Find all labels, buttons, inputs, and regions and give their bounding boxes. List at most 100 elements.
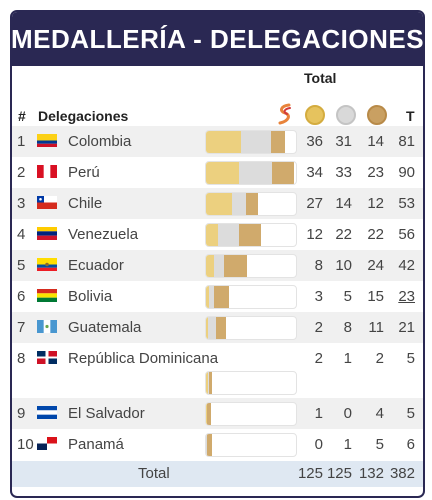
bronze-count: 14 bbox=[367, 133, 384, 150]
total-column-header: T bbox=[406, 108, 415, 124]
delegation-name[interactable]: El Salvador bbox=[68, 405, 145, 422]
table-row[interactable]: 10 Panamá 0 1 5 6 bbox=[12, 429, 423, 460]
page-title: MEDALLERÍA - DELEGACIONES bbox=[12, 12, 423, 66]
bolivia-flag-icon bbox=[37, 289, 57, 302]
medal-bar bbox=[205, 433, 297, 457]
total-count: 53 bbox=[398, 195, 415, 212]
bronze-bar-segment bbox=[206, 434, 212, 456]
peru-flag-icon bbox=[37, 165, 57, 178]
total-count: 21 bbox=[398, 319, 415, 336]
silver-count: 0 bbox=[343, 405, 352, 422]
gold-bar-segment bbox=[206, 372, 208, 394]
guatemala-flag-icon bbox=[37, 320, 57, 333]
table-row[interactable]: 2 Perú 34 33 23 90 bbox=[12, 157, 423, 188]
row-rank: 2 bbox=[17, 164, 26, 181]
medal-bar bbox=[205, 285, 297, 309]
silver-bar-segment bbox=[232, 193, 247, 215]
bronze-bar-segment bbox=[206, 403, 211, 425]
bronze-bar-segment bbox=[271, 162, 294, 184]
totals-row: Total 125 125 132 382 bbox=[12, 461, 423, 487]
silver-count: 22 bbox=[335, 226, 352, 243]
silver-bar-segment bbox=[206, 434, 207, 456]
ecuador-flag-icon bbox=[37, 258, 57, 271]
rank-column-header: # bbox=[18, 108, 26, 124]
gold-bar-segment bbox=[206, 162, 240, 184]
gold-bar-segment bbox=[206, 286, 209, 308]
medal-bar bbox=[205, 223, 297, 247]
total-count: 56 bbox=[398, 226, 415, 243]
delegation-name[interactable]: República Dominicana bbox=[68, 350, 219, 367]
row-rank: 9 bbox=[17, 405, 26, 422]
silver-bar-segment bbox=[239, 162, 272, 184]
gold-bar-segment bbox=[206, 224, 218, 246]
total-count: 6 bbox=[406, 436, 415, 453]
chile-flag-icon bbox=[37, 196, 57, 209]
venezuela-flag-icon bbox=[37, 227, 57, 240]
delegation-name[interactable]: Guatemala bbox=[68, 319, 142, 336]
bronze-total: 132 bbox=[358, 465, 384, 482]
gold-medal-icon bbox=[305, 105, 325, 125]
table-row[interactable]: 5 Ecuador 8 10 24 42 bbox=[12, 250, 423, 281]
gold-count: 2 bbox=[314, 350, 323, 367]
total-count: 81 bbox=[398, 133, 415, 150]
row-rank: 3 bbox=[17, 195, 26, 212]
total-count-link[interactable]: 23 bbox=[398, 288, 415, 305]
delegation-name[interactable]: Perú bbox=[68, 164, 100, 181]
table-row[interactable]: 6 Bolivia 3 5 15 23 bbox=[12, 281, 423, 312]
silver-bar-segment bbox=[241, 131, 272, 153]
medal-bar bbox=[205, 161, 297, 185]
games-logo-icon bbox=[278, 103, 291, 125]
bronze-bar-segment bbox=[239, 224, 261, 246]
silver-bar-segment bbox=[213, 255, 224, 277]
table-row[interactable]: 4 Venezuela 12 22 22 56 bbox=[12, 219, 423, 250]
bronze-count: 4 bbox=[375, 405, 384, 422]
bronze-count: 12 bbox=[367, 195, 384, 212]
silver-bar-segment bbox=[217, 224, 240, 246]
gold-count: 36 bbox=[306, 133, 323, 150]
delegation-name[interactable]: Colombia bbox=[68, 133, 132, 150]
medal-bar bbox=[205, 371, 297, 395]
row-rank: 8 bbox=[17, 350, 26, 367]
table-row[interactable]: 1 Colombia 36 31 14 81 bbox=[12, 126, 423, 157]
bronze-count: 11 bbox=[368, 319, 384, 336]
delegation-name[interactable]: Ecuador bbox=[68, 257, 124, 274]
delegation-name[interactable]: Bolivia bbox=[68, 288, 113, 305]
table-row[interactable]: 9 El Salvador 1 0 4 5 bbox=[12, 398, 423, 429]
delegation-name[interactable]: Venezuela bbox=[68, 226, 139, 243]
bronze-bar-segment bbox=[213, 286, 229, 308]
colombia-flag-icon bbox=[37, 134, 57, 147]
total-group-header: Total bbox=[304, 70, 337, 86]
silver-count: 31 bbox=[335, 133, 352, 150]
silver-count: 8 bbox=[343, 319, 352, 336]
silver-bar-segment bbox=[207, 372, 209, 394]
panama-flag-icon bbox=[37, 437, 57, 450]
gold-count: 3 bbox=[314, 288, 323, 305]
table-row[interactable]: 8 República Dominicana 2 1 2 5 bbox=[12, 343, 423, 398]
medal-bar bbox=[205, 130, 297, 154]
row-rank: 7 bbox=[17, 319, 26, 336]
table-row[interactable]: 7 Guatemala 2 8 11 21 bbox=[12, 312, 423, 343]
bronze-bar-segment bbox=[271, 131, 286, 153]
bronze-bar-segment bbox=[208, 372, 212, 394]
silver-count: 33 bbox=[335, 164, 352, 181]
bronze-count: 2 bbox=[375, 350, 384, 367]
silver-count: 5 bbox=[343, 288, 352, 305]
medal-bar bbox=[205, 316, 297, 340]
table-row[interactable]: 3 Chile 27 14 12 53 bbox=[12, 188, 423, 219]
bronze-count: 22 bbox=[367, 226, 384, 243]
delegation-name[interactable]: Panamá bbox=[68, 436, 124, 453]
silver-medal-icon bbox=[336, 105, 356, 125]
medal-table-card: MEDALLERÍA - DELEGACIONES Total # Delega… bbox=[10, 10, 425, 498]
gold-bar-segment bbox=[206, 255, 214, 277]
gold-bar-segment bbox=[206, 131, 242, 153]
gold-count: 2 bbox=[314, 319, 323, 336]
dominican-republic-flag-icon bbox=[37, 351, 57, 364]
delegation-column-header: Delegaciones bbox=[38, 108, 129, 124]
delegation-name[interactable]: Chile bbox=[68, 195, 103, 212]
gold-total: 125 bbox=[297, 465, 323, 482]
totals-label: Total bbox=[138, 465, 170, 482]
silver-count: 10 bbox=[335, 257, 352, 274]
gold-count: 27 bbox=[306, 195, 323, 212]
row-rank: 4 bbox=[17, 226, 26, 243]
gold-count: 12 bbox=[306, 226, 323, 243]
